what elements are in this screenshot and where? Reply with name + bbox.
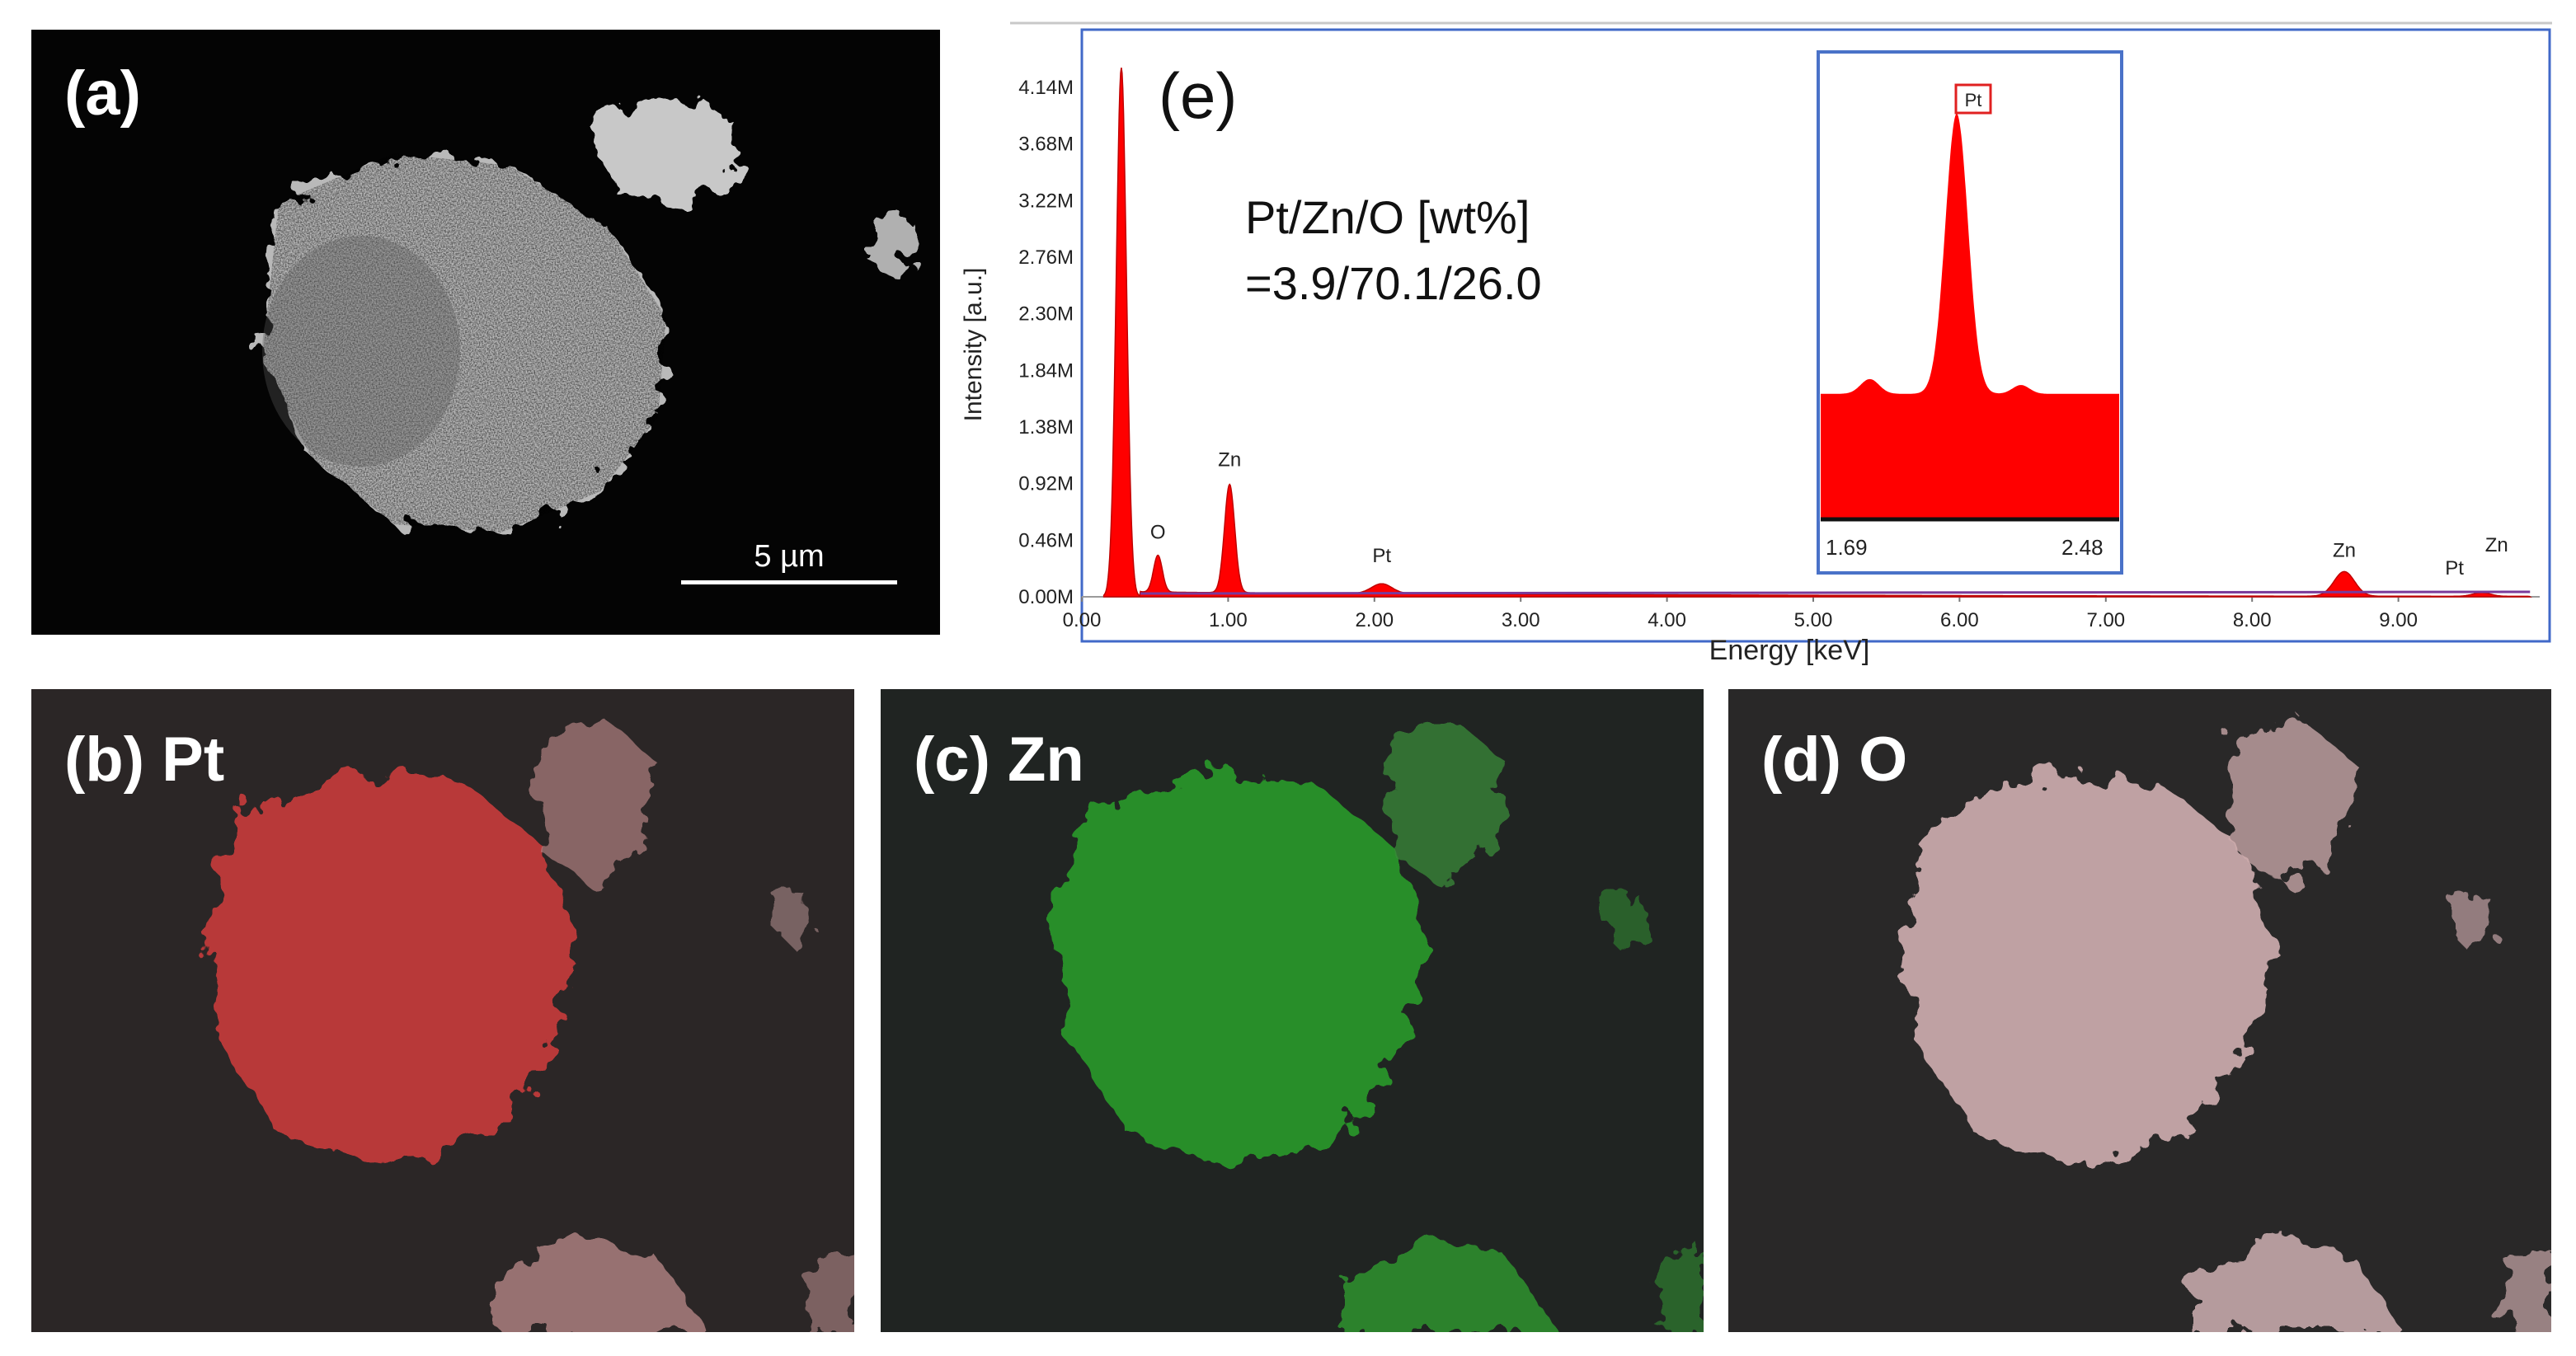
pt-peak-inset: 1.69 2.48 Pt: [1817, 50, 2123, 575]
y-tick-label: 2.76M: [1018, 246, 1074, 269]
y-tick-label: 0.46M: [1018, 529, 1074, 551]
peak-label: Pt: [2445, 557, 2464, 579]
composition-line-1: Pt/Zn/O [wt%]: [1245, 191, 1530, 243]
composition-line-2: =3.9/70.1/26.0: [1245, 257, 1542, 309]
plot-frame: [1080, 28, 2551, 643]
inset-tick-right: 2.48: [2061, 535, 2104, 560]
x-tick-label: 6.00: [1940, 609, 1979, 631]
baseline-trace: [1140, 590, 2531, 595]
peak-label: Zn: [1218, 449, 1241, 472]
scale-bar: [681, 580, 897, 584]
scale-bar-label: 5 µm: [754, 539, 825, 574]
y-tick-label: 4.14M: [1018, 77, 1074, 99]
panel-label-c: (c) Zn: [914, 725, 1084, 795]
y-tick-label: 1.38M: [1018, 416, 1074, 439]
y-axis-label: Intensity [a.u.]: [960, 268, 987, 422]
peak-labels: O Zn Pt Zn Pt Zn: [1150, 449, 2508, 579]
inset-peak-label-box: [1954, 83, 1992, 115]
y-tick-label: 0.92M: [1018, 473, 1074, 495]
x-tick-label: 8.00: [2233, 609, 2272, 631]
y-tick-label: 3.68M: [1018, 134, 1074, 156]
x-tick-label: 3.00: [1502, 609, 1540, 631]
zn-map-panel: (c) Zn: [881, 689, 1704, 1332]
y-tick-label: 3.22M: [1018, 190, 1074, 212]
sem-image: [262, 96, 922, 533]
eds-spectrum-chart: 0.00M 0.46M 0.92M 1.38M 1.84M 2.30M 2.76M 3.22M…: [960, 21, 2552, 666]
y-tick-label: 2.30M: [1018, 303, 1074, 326]
peak-label: Zn: [2333, 539, 2356, 561]
x-tick-label: 4.00: [1648, 609, 1686, 631]
x-tick-label: 2.00: [1355, 609, 1394, 631]
x-axis-label: Energy [keV]: [1709, 635, 1870, 666]
panel-label-d: (d) O: [1761, 725, 1908, 795]
peak-label: O: [1150, 521, 1166, 543]
panel-label-a: (a): [64, 59, 141, 129]
inset-tick-left: 1.69: [1826, 535, 1868, 560]
x-axis-ticks: 0.00 1.00 2.00 3.00 4.00 5.00 6.00 7.00 8.00 9.00: [1063, 597, 2418, 631]
y-tick-label: 0.00M: [1018, 586, 1074, 608]
x-tick-label: 0.00: [1063, 609, 1102, 631]
inset-spectrum: [1821, 114, 2119, 518]
inset-peak-label: Pt: [1965, 90, 1982, 110]
o-map-panel: (d) O: [1728, 689, 2551, 1332]
pt-elemental-map: [204, 722, 854, 1332]
chart-panel-label: (e): [1159, 59, 1237, 132]
y-tick-label: 1.84M: [1018, 359, 1074, 382]
sem-image-panel: (a) 5 µm: [31, 30, 940, 635]
peak-label: Zn: [2485, 534, 2508, 556]
inset-spectrum-area: [1821, 114, 2119, 518]
x-tick-label: 9.00: [2379, 609, 2418, 631]
panel-label-b: (b) Pt: [64, 725, 225, 795]
o-elemental-map: [1901, 722, 2551, 1332]
x-tick-label: 1.00: [1209, 609, 1248, 631]
zn-elemental-map: [1054, 722, 1704, 1332]
x-tick-label: 7.00: [2086, 609, 2125, 631]
spectrum-series: [1102, 67, 2533, 598]
x-tick-label: 5.00: [1794, 609, 1833, 631]
y-axis-ticks: 0.00M 0.46M 0.92M 1.38M 1.84M 2.30M 2.76M 3.22M…: [1018, 77, 1074, 608]
pt-map-panel: (b) Pt: [31, 689, 854, 1332]
peak-label: Pt: [1372, 545, 1391, 567]
